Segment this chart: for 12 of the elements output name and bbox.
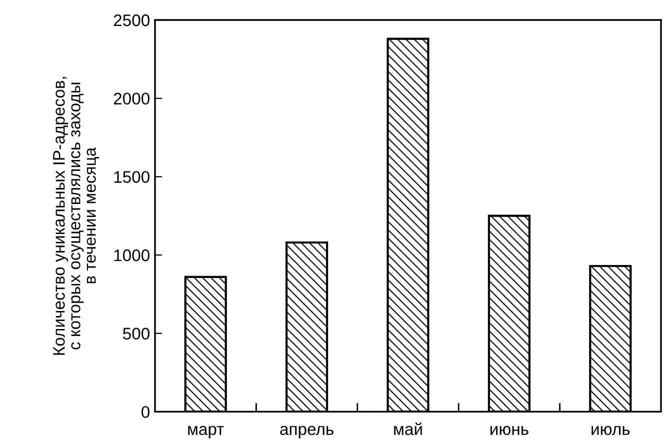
x-tick-label: март <box>188 426 224 438</box>
y-tick-label: 2500 <box>114 14 150 26</box>
x-tick-label: июль <box>592 426 630 436</box>
x-tick-label: май <box>394 422 422 436</box>
x-tick-label: июнь <box>490 426 528 436</box>
y-tick-label: 1500 <box>114 171 150 183</box>
y-tick-label: 500 <box>123 328 150 340</box>
x-tick-label: апрель <box>280 426 334 438</box>
y-tick-label: 2000 <box>114 92 150 105</box>
y-tick-label: 0 <box>142 406 150 418</box>
y-axis-title: Количество уникальных IP-адресов, с которых осуществлялись заходы в течении месяца <box>53 77 100 355</box>
y-tick-label: 1000 <box>114 249 150 262</box>
